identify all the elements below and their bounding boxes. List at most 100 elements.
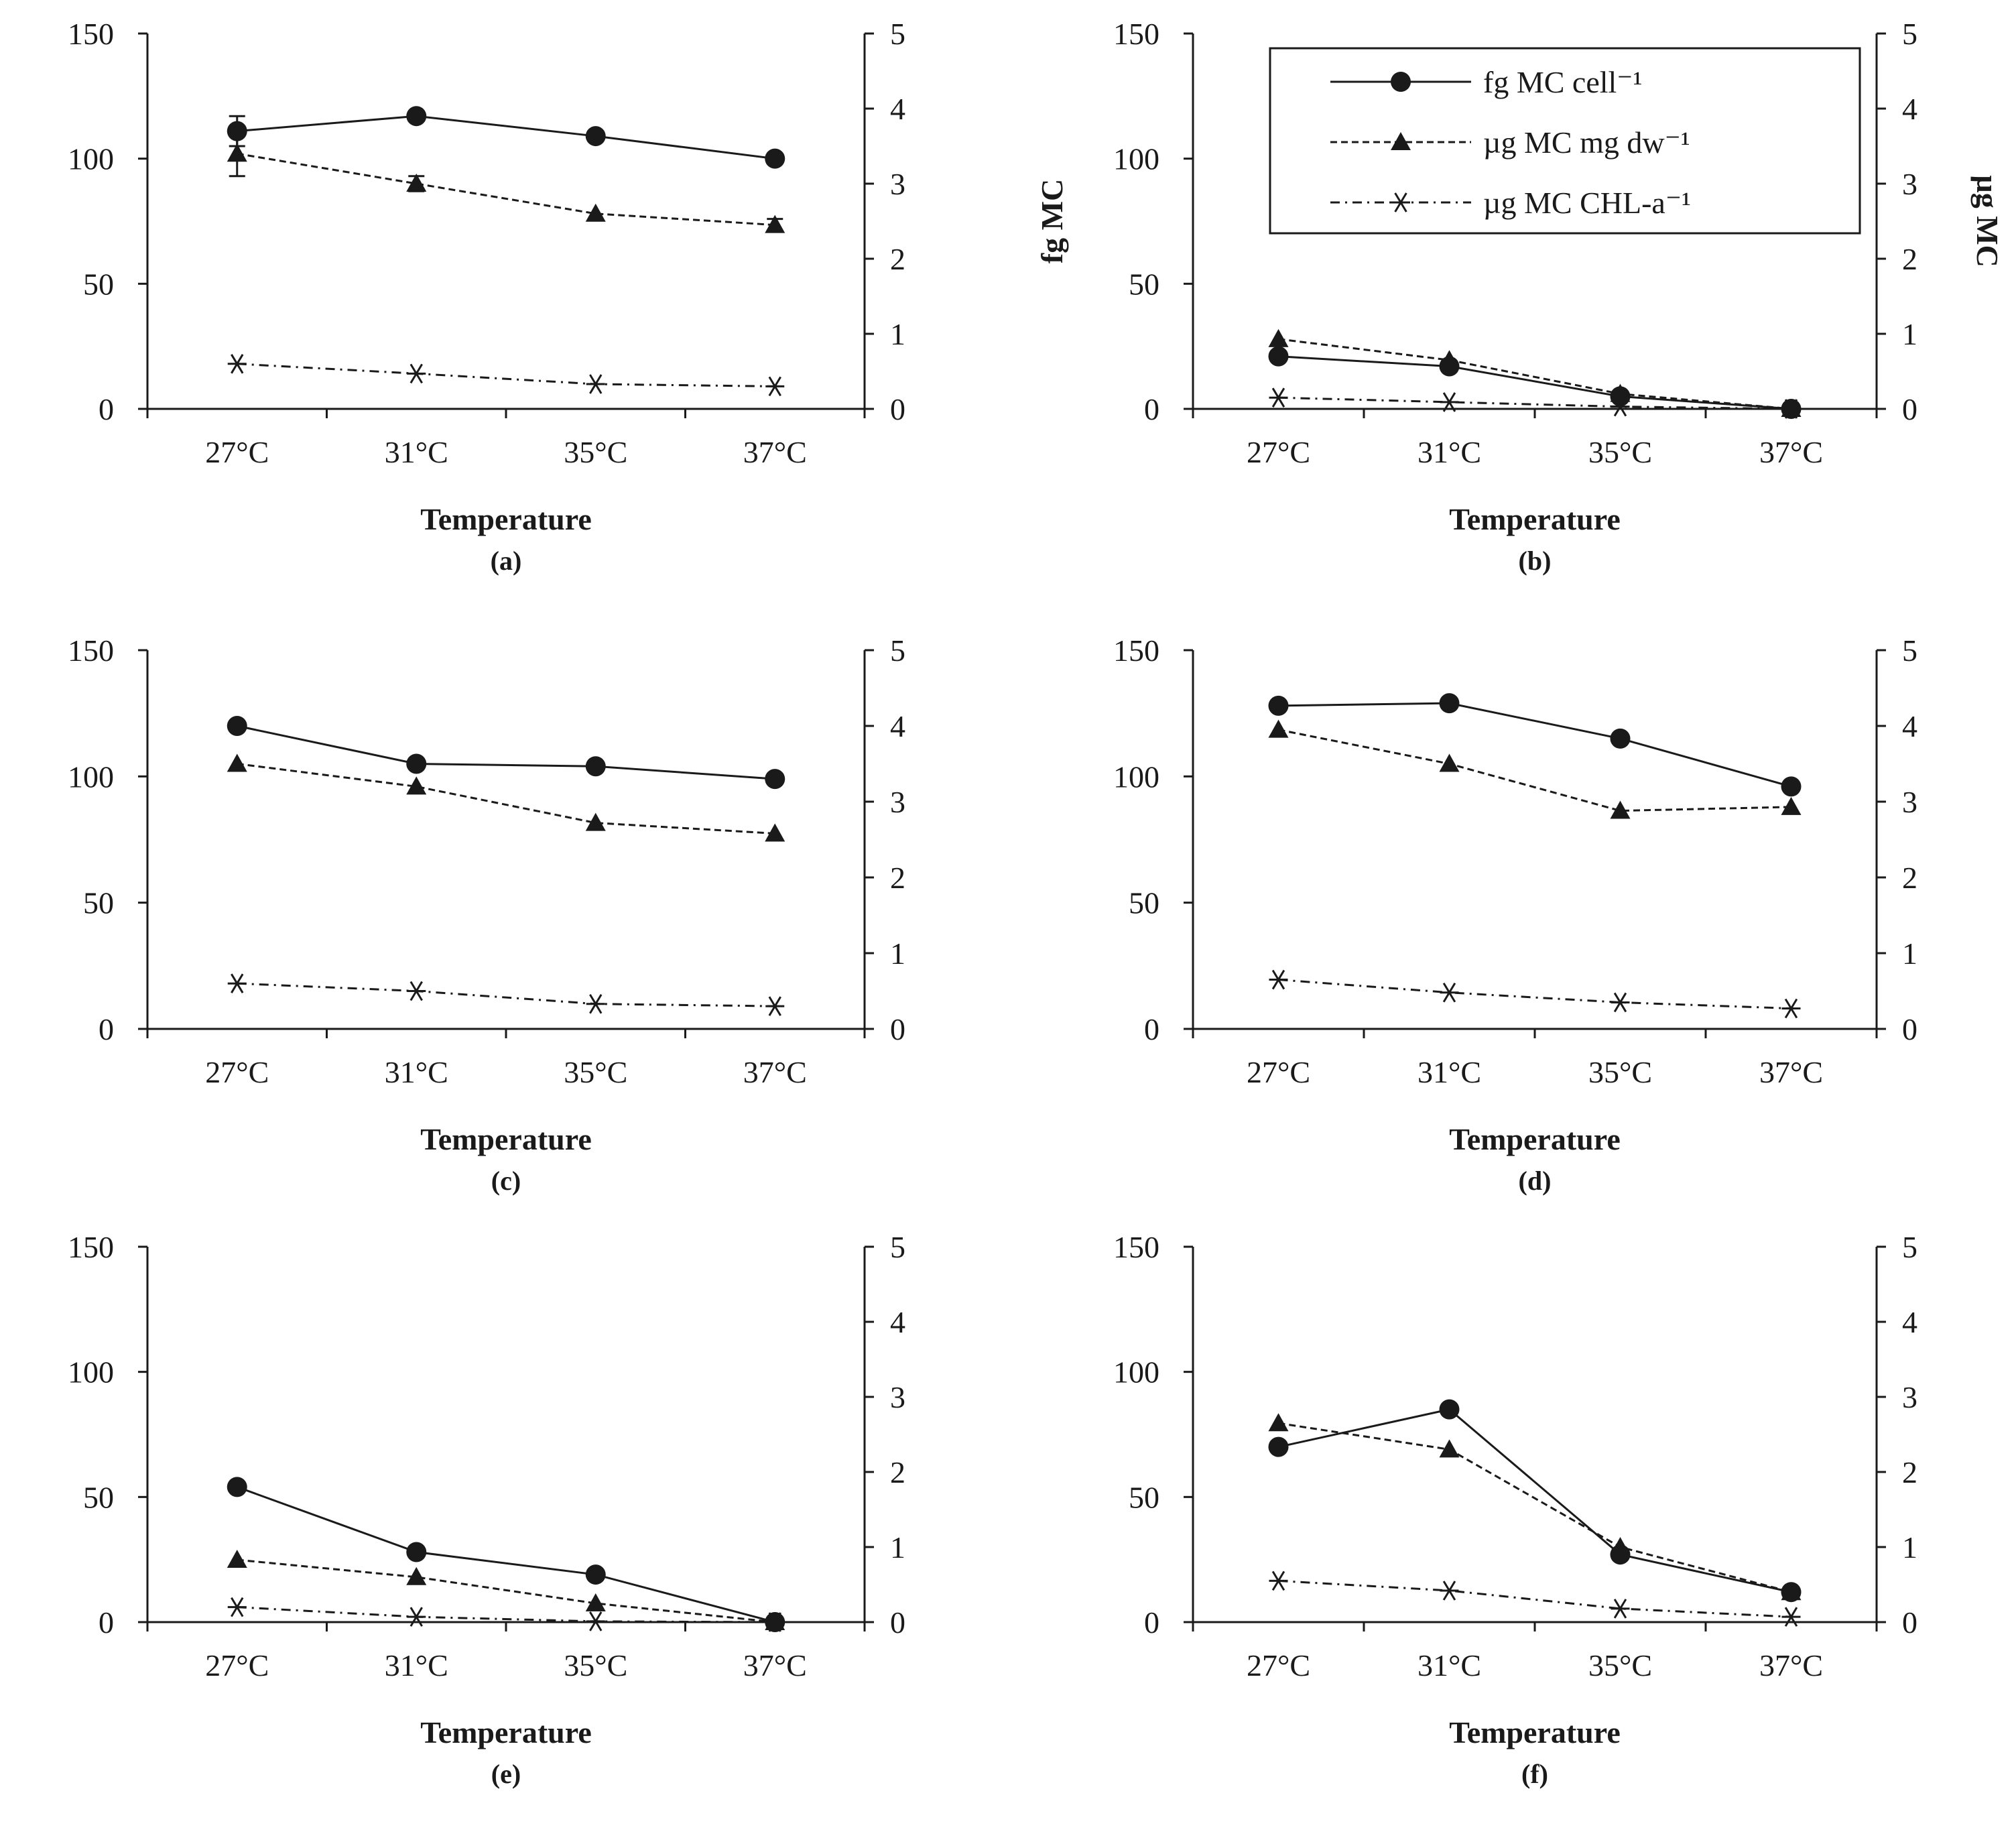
data-point xyxy=(1440,392,1459,412)
right-tick-label: 2 xyxy=(890,1455,905,1489)
x-tick-label: 31°C xyxy=(385,435,448,469)
x-tick-label: 37°C xyxy=(743,1055,807,1089)
data-point xyxy=(227,354,247,374)
left-tick-label: 50 xyxy=(1129,886,1159,920)
chart-panel-f: 0 50 100 150 0 1 2 3 4 5 27°C 31°C 35°C 37°C Temperatu… xyxy=(1113,1230,1917,1789)
data-point xyxy=(227,973,247,993)
x-tick-label: 35°C xyxy=(564,1055,627,1089)
left-tick-label: 100 xyxy=(1113,142,1159,176)
series-1 xyxy=(1268,1399,1802,1603)
chart-panel-a: 0 50 100 150 0 1 2 3 4 5 27°C 31°C 35°C 37°C Temperatu… xyxy=(68,17,905,576)
right-tick-label: 2 xyxy=(890,242,905,276)
x-tick-label: 35°C xyxy=(564,1648,627,1682)
x-tick-label: 31°C xyxy=(385,1648,448,1682)
data-point xyxy=(227,143,247,162)
x-tick-label: 31°C xyxy=(385,1055,448,1089)
data-point xyxy=(1611,1599,1630,1619)
right-axis-title: µg MC xyxy=(1970,175,2005,267)
right-tick-label: 1 xyxy=(890,936,905,971)
data-point xyxy=(1440,1581,1459,1601)
right-tick-label: 4 xyxy=(1902,709,1917,743)
series-2 xyxy=(1268,719,1802,819)
data-point xyxy=(1610,728,1631,749)
series-line xyxy=(237,363,775,387)
data-point xyxy=(1268,328,1289,347)
data-point xyxy=(1439,693,1460,714)
data-point xyxy=(1611,992,1630,1013)
data-point xyxy=(407,981,426,1001)
right-tick-label: 2 xyxy=(1902,861,1917,895)
x-axis-title: Temperature xyxy=(1449,1122,1621,1156)
panel-label: (d) xyxy=(1519,1166,1552,1196)
data-point xyxy=(227,1597,247,1617)
right-tick-label: 3 xyxy=(1902,1380,1917,1414)
series-3 xyxy=(227,354,785,397)
panel-label: (f) xyxy=(1521,1759,1548,1789)
series-line xyxy=(1278,338,1791,410)
x-axis-title: Temperature xyxy=(420,502,592,536)
series-line xyxy=(1278,355,1791,410)
series-2 xyxy=(227,753,785,842)
x-tick-label: 35°C xyxy=(1588,435,1652,469)
right-tick-label: 4 xyxy=(890,92,905,126)
data-point xyxy=(586,1611,605,1631)
legend-label: µg MC CHL-a⁻¹ xyxy=(1483,186,1691,220)
data-point xyxy=(1610,800,1631,819)
x-tick-label: 27°C xyxy=(205,435,269,469)
data-point xyxy=(765,996,785,1016)
x-tick-label: 37°C xyxy=(1759,435,1823,469)
panel-label: (a) xyxy=(491,546,522,576)
series-1 xyxy=(227,1477,785,1632)
right-tick-label: 5 xyxy=(1902,17,1917,51)
data-point xyxy=(1439,753,1460,772)
left-tick-label: 100 xyxy=(1113,1355,1159,1390)
x-tick-label: 27°C xyxy=(1247,1648,1310,1682)
data-point xyxy=(406,1566,427,1585)
series-3 xyxy=(227,973,785,1016)
data-point xyxy=(227,1550,247,1568)
data-point xyxy=(1439,1439,1460,1458)
data-point xyxy=(1440,982,1459,1003)
x-tick-label: 31°C xyxy=(1418,1648,1481,1682)
data-point xyxy=(586,374,605,394)
data-point xyxy=(1268,346,1289,367)
x-tick-label: 35°C xyxy=(1588,1055,1652,1089)
data-point xyxy=(1268,1436,1289,1457)
series-line xyxy=(237,152,775,227)
x-tick-label: 27°C xyxy=(205,1055,269,1089)
left-tick-label: 0 xyxy=(99,392,114,426)
left-tick-label: 100 xyxy=(68,142,114,176)
left-tick-label: 0 xyxy=(99,1605,114,1640)
x-tick-label: 27°C xyxy=(1247,435,1310,469)
chart-panel-e: 0 50 100 150 0 1 2 3 4 5 27°C 31°C 35°C 37°C Temperatu… xyxy=(68,1230,905,1789)
legend-marker xyxy=(1391,132,1411,150)
data-point xyxy=(585,203,606,222)
right-tick-label: 0 xyxy=(890,392,905,426)
series-3 xyxy=(1269,1570,1801,1627)
data-point xyxy=(1781,796,1802,815)
right-tick-label: 4 xyxy=(1902,92,1917,126)
x-axis-title: Temperature xyxy=(420,1715,592,1749)
left-tick-label: 0 xyxy=(1144,1605,1159,1640)
data-point xyxy=(1610,1537,1631,1555)
right-tick-label: 0 xyxy=(1902,1605,1917,1640)
data-point xyxy=(765,214,785,233)
data-point xyxy=(1269,387,1288,408)
data-point xyxy=(406,106,427,127)
left-tick-label: 150 xyxy=(1113,17,1159,51)
series-line xyxy=(1278,729,1791,812)
data-point xyxy=(1269,1570,1288,1591)
right-tick-label: 5 xyxy=(890,633,905,668)
x-tick-label: 27°C xyxy=(1247,1055,1310,1089)
series-line xyxy=(237,1606,775,1623)
series-line xyxy=(237,725,775,780)
data-point xyxy=(406,1542,427,1562)
data-point xyxy=(585,1564,606,1585)
data-point xyxy=(406,174,427,192)
right-tick-label: 4 xyxy=(890,709,905,743)
right-tick-label: 3 xyxy=(890,785,905,819)
left-tick-label: 0 xyxy=(1144,1012,1159,1046)
legend-label: fg MC cell⁻¹ xyxy=(1483,65,1642,99)
left-axis-title: fg MC xyxy=(1035,179,1069,263)
